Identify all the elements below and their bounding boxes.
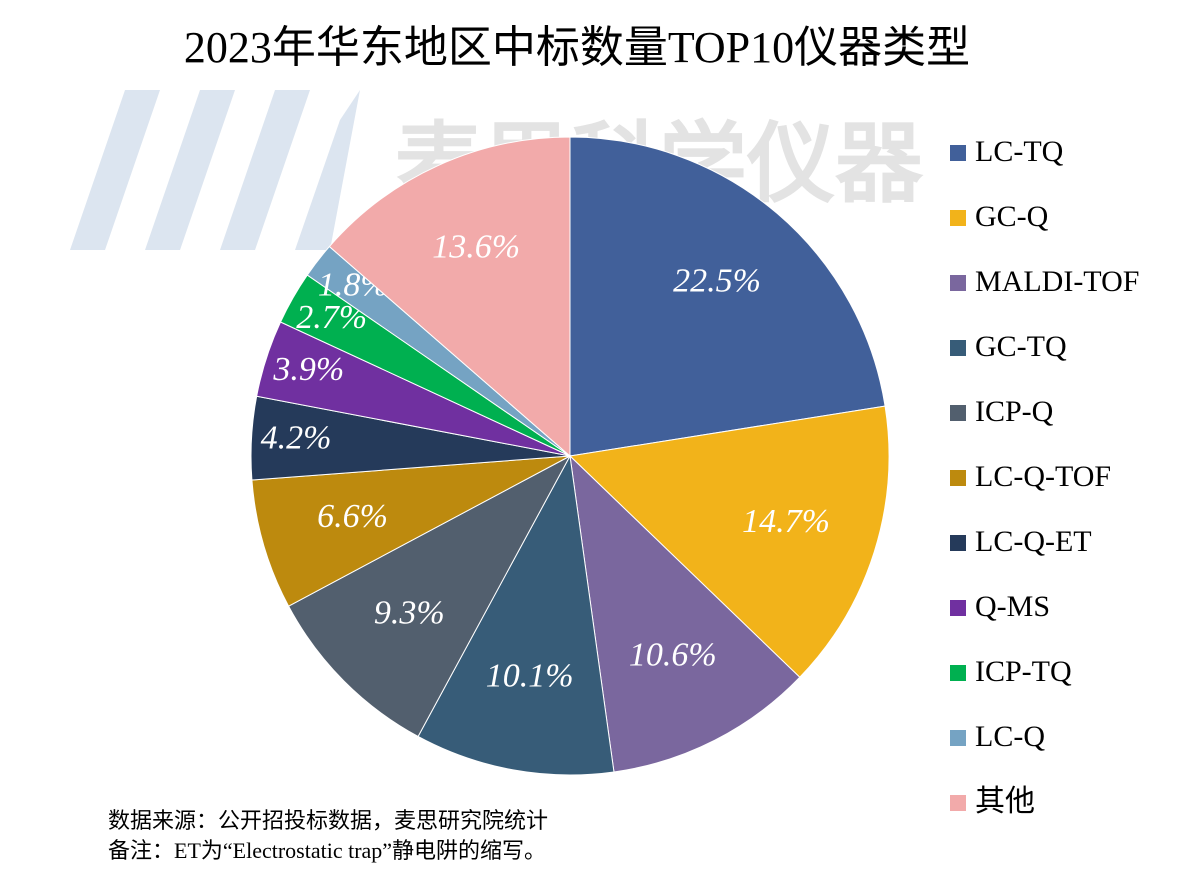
legend-swatch [950, 405, 966, 421]
legend-swatch [950, 600, 966, 616]
slice-label: 6.6% [317, 498, 388, 535]
legend-swatch [950, 145, 966, 161]
pie-slice [328, 136, 571, 458]
legend-swatch [950, 730, 966, 746]
slice-label: 10.1% [486, 658, 574, 695]
pie-slice [251, 455, 571, 607]
legend-text: MALDI-TOF [975, 265, 1139, 298]
legend-swatch [950, 470, 966, 486]
legend-swatch [950, 665, 966, 681]
pie-slice [568, 405, 890, 678]
legend-swatch [950, 535, 966, 551]
pie-slice [287, 454, 572, 738]
legend-text: GC-TQ [975, 330, 1067, 363]
pie-slice [569, 136, 886, 457]
footnote: 备注：ET为“Electrostatic trap”静电阱的缩写。 [108, 838, 546, 863]
slice-label: 13.6% [432, 229, 520, 266]
legend-text: LC-TQ [975, 135, 1064, 168]
slice-label: 3.9% [272, 351, 344, 388]
slice-label: 10.6% [629, 637, 717, 674]
legend-text: Q-MS [975, 590, 1050, 623]
pie-slice [569, 454, 801, 773]
slice-label: 22.5% [673, 263, 761, 300]
legend-swatch [950, 340, 966, 356]
legend-swatch [950, 210, 966, 226]
legend-text: LC-Q-TOF [975, 460, 1111, 493]
legend-text: LC-Q [975, 720, 1045, 753]
slice-label: 9.3% [374, 594, 445, 631]
legend-swatch [950, 795, 966, 811]
legend-text: 其他 [975, 785, 1035, 818]
slice-label: 4.2% [261, 419, 332, 456]
slice-label: 14.7% [742, 503, 830, 540]
logo-watermark [70, 90, 360, 250]
legend-text: ICP-TQ [975, 655, 1072, 688]
source-note: 数据来源：公开招投标数据，麦思研究院统计 [108, 808, 548, 833]
legend-text: LC-Q-ET [975, 525, 1092, 558]
pie: 22.5%14.7%10.6%10.1%9.3%6.6%4.2%3.9%2.7%… [250, 136, 890, 776]
pie-slice [417, 454, 615, 776]
legend-swatch [950, 275, 966, 291]
legend-text: GC-Q [975, 200, 1049, 233]
legend-text: ICP-Q [975, 395, 1054, 428]
chart-title: 2023年华东地区中标数量TOP10仪器类型 [184, 23, 970, 72]
